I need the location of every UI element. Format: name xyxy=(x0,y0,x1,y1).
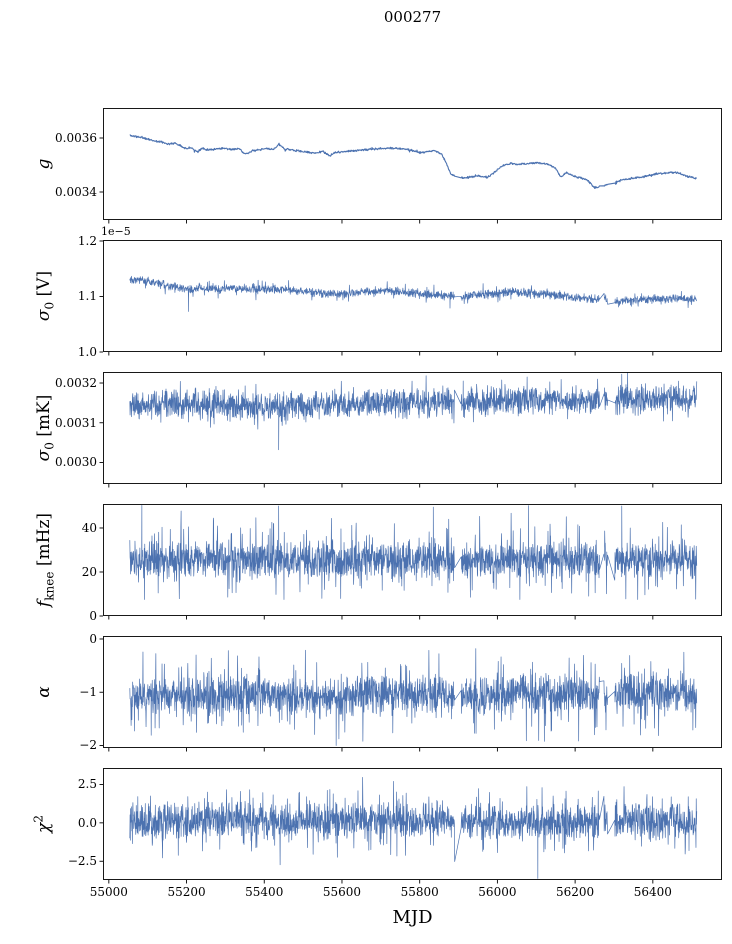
y-tick-label: 0.0 xyxy=(77,815,97,830)
axes-frame xyxy=(103,372,722,484)
y-axis-label-g: g xyxy=(34,158,55,170)
panel-sigma0_V xyxy=(99,240,722,356)
x-tick-label: 56200 xyxy=(556,885,595,899)
y-axis-offset-text: 1e−5 xyxy=(101,225,131,238)
y-tick-label: 20 xyxy=(81,564,97,579)
y-tick-label: 0.0031 xyxy=(55,415,97,430)
y-tick-label: 40 xyxy=(81,520,97,535)
y-tick-label: 0.0036 xyxy=(55,130,97,145)
x-tick-label: 56000 xyxy=(478,885,517,899)
data-line-fknee xyxy=(129,504,698,600)
y-tick-label: −1 xyxy=(79,685,97,700)
y-tick-label: 2.5 xyxy=(77,777,97,792)
y-tick-label: 0 xyxy=(89,631,97,646)
axes-frame xyxy=(103,768,722,880)
x-tick-label: 55800 xyxy=(400,885,439,899)
x-tick-label: 55200 xyxy=(167,885,206,899)
data-line-sigma0_V xyxy=(129,275,697,312)
y-axis-label-sigma0-v: σ0 [V] xyxy=(34,270,57,322)
axes-frame xyxy=(103,504,722,616)
y-tick-label: −2.5 xyxy=(67,854,97,869)
y-tick-label: 1.0 xyxy=(77,345,97,359)
x-tick-label: 55000 xyxy=(89,885,128,899)
x-tick-label: 55400 xyxy=(245,885,284,899)
x-axis-label: MJD xyxy=(392,907,433,928)
axes-frame xyxy=(103,108,722,220)
y-axis-label-fknee: fknee [mHz] xyxy=(34,512,57,608)
y-tick-label: 0.0032 xyxy=(55,376,97,390)
panel-chi2 xyxy=(99,768,722,884)
axes-frame xyxy=(103,240,722,352)
x-tick-label: 55600 xyxy=(322,885,362,899)
y-tick-label: 0.0030 xyxy=(55,455,97,470)
panel-sigma0_mK xyxy=(99,371,722,488)
y-tick-label: −2 xyxy=(79,738,97,753)
y-axis-label-sigma0-mk: σ0 [mK] xyxy=(34,394,57,462)
x-tick-label: 56400 xyxy=(633,885,672,899)
y-axis-label-alpha: α xyxy=(34,686,55,698)
panel-g xyxy=(99,108,722,224)
data-line-sigma0_mK xyxy=(129,371,698,451)
y-tick-label: 1.1 xyxy=(77,289,97,304)
data-line-alpha xyxy=(129,648,698,746)
data-line-chi2 xyxy=(129,777,698,879)
panel-alpha xyxy=(99,636,722,752)
data-line-g xyxy=(129,134,697,189)
chart-title: 000277 xyxy=(383,8,442,26)
y-tick-label: 1.2 xyxy=(77,233,97,248)
y-tick-label: 0.0034 xyxy=(55,185,97,199)
axes-frame xyxy=(103,636,722,748)
panel-fknee xyxy=(99,504,722,620)
y-tick-label: 0 xyxy=(89,609,97,623)
y-axis-label-chi2: χ2 xyxy=(31,815,55,833)
